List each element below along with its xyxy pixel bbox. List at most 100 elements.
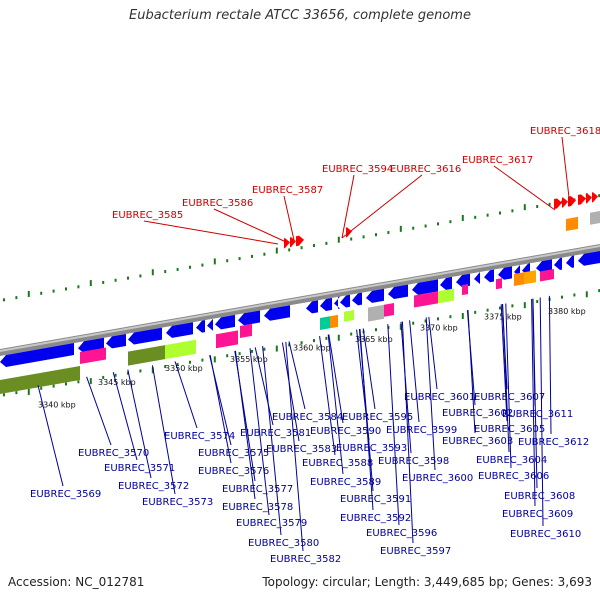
forward-gene-label[interactable]: EUBREC_3587 [252,185,323,196]
label-leader-line [249,348,270,516]
reverse-gene-label[interactable]: EUBREC_3575 [198,448,269,459]
reverse-gene-label[interactable]: EUBREC_3605 [474,424,545,435]
forward-gene-label[interactable]: EUBREC_3617 [462,155,533,166]
forward-gene-label[interactable]: EUBREC_3594 [322,164,393,175]
reverse-gene-label[interactable]: EUBREC_3591 [340,494,411,505]
reverse-gene-label[interactable]: EUBREC_3603 [442,436,513,447]
reverse-cds-arrow [566,255,574,268]
reverse-cds-arrow [578,251,600,266]
feature-block [0,366,80,394]
reverse-gene-label[interactable]: EUBREC_3609 [502,509,573,520]
forward-gene-label[interactable]: EUBREC_3585 [112,210,183,221]
label-leader-line [143,220,279,245]
forward-gene-label[interactable]: EUBREC_3618 [530,126,600,137]
label-leader-line [37,385,64,487]
feature-block [80,347,106,364]
reverse-gene-label[interactable]: EUBREC_3608 [504,491,575,502]
reverse-gene-label[interactable]: EUBREC_3576 [198,466,269,477]
feature-block [320,316,330,330]
feature-block [438,288,454,304]
reverse-gene-label[interactable]: EUBREC_3579 [236,518,307,529]
reverse-cds-arrow [536,259,552,274]
reverse-gene-label[interactable]: EUBREC_3610 [510,529,581,540]
label-leader-line [254,347,274,426]
accession-text: Accession: NC_012781 [8,575,145,589]
scale-label: 3350 kbp [165,364,203,373]
reverse-gene-label[interactable]: EUBREC_3604 [476,455,547,466]
reverse-cds-arrow [320,297,332,311]
label-leader-line [400,321,412,454]
reverse-gene-label[interactable]: EUBREC_3584 [272,412,343,423]
reverse-gene-label[interactable]: EUBREC_3589 [310,477,381,488]
reverse-gene-label[interactable]: EUBREC_3577 [222,484,293,495]
reverse-gene-label[interactable]: EUBREC_3583 [266,444,337,455]
reverse-cds-arrow [554,257,562,270]
reverse-cds-arrow [388,284,408,300]
feature-block [496,278,502,290]
reverse-gene-label[interactable]: EUBREC_3572 [118,481,189,492]
label-leader-line [328,334,344,424]
reverse-gene-label[interactable]: EUBREC_3597 [380,546,451,557]
reverse-gene-label[interactable]: EUBREC_3612 [518,437,589,448]
feature-block [414,291,438,308]
label-leader-line [281,342,300,442]
reverse-gene-label[interactable]: EUBREC_3571 [104,463,175,474]
reverse-gene-label[interactable]: EUBREC_3598 [378,456,449,467]
scale-label: 3380 kbp [548,307,586,316]
label-leader-line [387,324,400,526]
reverse-cds-arrow [166,322,193,338]
label-leader-line [262,345,282,536]
label-leader-line [501,304,508,390]
feature-block [216,330,238,349]
reverse-cds-arrow [484,269,494,283]
forward-gene-label[interactable]: EUBREC_3586 [182,198,253,209]
reverse-cds-arrow [207,318,213,331]
label-leader-line [428,316,438,390]
reverse-gene-label[interactable]: EUBREC_3588 [302,458,373,469]
label-leader-line [341,174,355,239]
reverse-gene-label[interactable]: EUBREC_3602 [442,408,513,419]
reverse-gene-label[interactable]: EUBREC_3596 [366,528,437,539]
reverse-gene-label[interactable]: EUBREC_3601 [404,392,475,403]
forward-cds-arrow [562,197,568,208]
feature-block [128,345,165,366]
reverse-gene-label[interactable]: EUBREC_3607 [474,392,545,403]
reverse-gene-label[interactable]: EUBREC_3582 [270,554,341,565]
forward-gene-label[interactable]: EUBREC_3616 [390,164,461,175]
reverse-cds-arrow [106,333,126,349]
label-leader-line [288,341,306,410]
reverse-cds-arrow [440,276,452,290]
feature-block [384,303,394,317]
reverse-gene-label[interactable]: EUBREC_3573 [142,497,213,508]
reverse-gene-label[interactable]: EUBREC_3595 [342,412,413,423]
label-leader-line [127,369,152,479]
reverse-cds-arrow [412,279,438,295]
feature-block [240,323,252,338]
reverse-gene-label[interactable]: EUBREC_3574 [164,431,235,442]
reverse-gene-label[interactable]: EUBREC_3570 [78,448,149,459]
reverse-cds-arrow [474,272,480,284]
reverse-gene-label[interactable]: EUBREC_3578 [222,502,293,513]
reverse-cds-arrow [128,327,162,345]
forward-cds-arrow [554,198,562,210]
reverse-gene-label[interactable]: EUBREC_3599 [386,425,457,436]
label-leader-line [493,165,556,211]
reverse-gene-label[interactable]: EUBREC_3600 [402,473,473,484]
reverse-gene-label[interactable]: EUBREC_3581 [240,428,311,439]
reverse-cds-arrow [215,314,235,330]
reverse-gene-label[interactable]: EUBREC_3592 [340,513,411,524]
label-leader-line [532,298,536,407]
reverse-gene-label[interactable]: EUBREC_3611 [502,409,573,420]
reverse-gene-label[interactable]: EUBREC_3606 [478,471,549,482]
reverse-gene-label[interactable]: EUBREC_3580 [248,538,319,549]
reverse-cds-arrow [498,266,512,280]
label-leader-line [356,329,370,441]
reverse-gene-label[interactable]: EUBREC_3590 [310,426,381,437]
forward-cds-arrow [586,193,592,204]
label-leader-line [561,136,571,207]
reverse-gene-label[interactable]: EUBREC_3593 [336,443,407,454]
reverse-gene-label[interactable]: EUBREC_3569 [30,489,101,500]
scale-label: 3360 kbp [293,344,331,353]
label-leader-line [234,350,256,500]
